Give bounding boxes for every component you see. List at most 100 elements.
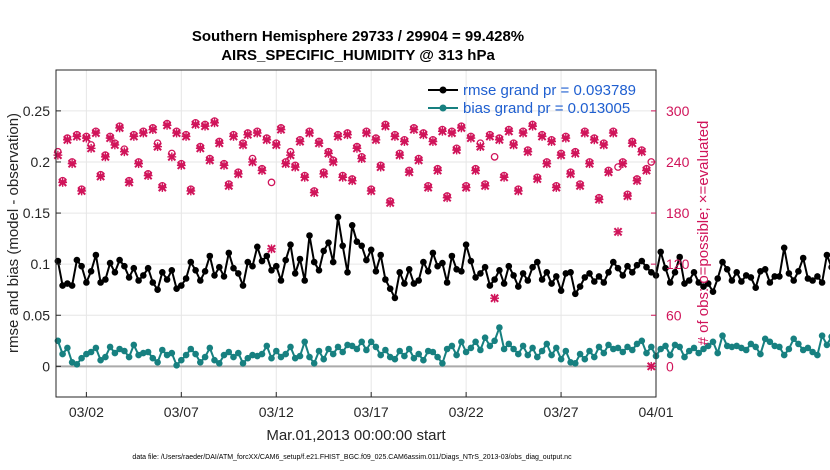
obs-evaluated-point bbox=[509, 140, 518, 150]
obs-evaluated-point bbox=[181, 132, 191, 141]
obs-evaluated-point bbox=[305, 128, 314, 138]
rmse-point bbox=[586, 270, 593, 277]
bias-point bbox=[301, 338, 309, 346]
bias-point bbox=[648, 343, 655, 351]
bias-point bbox=[263, 342, 271, 350]
rmse-point bbox=[206, 252, 214, 260]
obs-evaluated-point bbox=[162, 120, 172, 130]
rmse-point bbox=[320, 247, 328, 255]
bias-point bbox=[709, 338, 717, 346]
rmse-point bbox=[68, 282, 76, 289]
rmse-point bbox=[496, 267, 503, 274]
bias-point bbox=[111, 349, 119, 357]
rmse-point bbox=[344, 269, 351, 276]
bias-point bbox=[405, 345, 413, 353]
rmse-point bbox=[187, 258, 195, 266]
obs-evaluated-point bbox=[176, 160, 186, 170]
obs-evaluated-point bbox=[62, 135, 72, 145]
obs-evaluated-point bbox=[485, 132, 495, 141]
y2-tick-label-4: 240 bbox=[666, 154, 690, 170]
rmse-point bbox=[643, 263, 650, 271]
obs-evaluated-point bbox=[67, 159, 77, 169]
obs-evaluated-point bbox=[475, 142, 485, 152]
rmse-point bbox=[235, 270, 242, 277]
rmse-point bbox=[111, 269, 119, 276]
rmse-point bbox=[258, 257, 266, 265]
obs-evaluated-point bbox=[86, 143, 96, 153]
bias-point bbox=[225, 348, 233, 356]
obs-evaluated-point bbox=[53, 150, 63, 160]
rmse-point bbox=[182, 275, 190, 282]
bias-point bbox=[562, 347, 570, 355]
bias-point bbox=[534, 353, 541, 361]
rmse-point bbox=[367, 246, 375, 254]
obs-evaluated-point bbox=[385, 198, 395, 208]
bias-point bbox=[586, 347, 593, 355]
rmse-point bbox=[102, 276, 109, 283]
bias-point bbox=[491, 337, 498, 345]
rmse-point bbox=[277, 277, 285, 284]
bias-point bbox=[785, 345, 793, 353]
bias-point bbox=[325, 345, 332, 353]
obs-evaluated-point bbox=[143, 171, 153, 180]
bias-point bbox=[348, 342, 356, 350]
obs-evaluated-point bbox=[570, 149, 580, 158]
bias-point bbox=[73, 361, 81, 368]
obs-evaluated-point bbox=[134, 159, 143, 169]
bias-point bbox=[472, 338, 479, 346]
rmse-point bbox=[477, 270, 484, 277]
bias-point bbox=[505, 340, 513, 348]
bias-point bbox=[182, 351, 190, 359]
rmse-point bbox=[629, 269, 636, 276]
obs-evaluated-point bbox=[290, 162, 300, 172]
y-tick-label-4: 0.2 bbox=[31, 154, 51, 170]
obs-evaluated-point bbox=[195, 143, 205, 153]
obs-evaluated-point bbox=[618, 159, 628, 169]
bias-point bbox=[439, 360, 446, 367]
bias-point bbox=[790, 335, 797, 343]
rmse-point bbox=[671, 269, 679, 276]
rmse-point bbox=[462, 241, 470, 248]
bias-point bbox=[201, 353, 209, 361]
rmse-point bbox=[600, 279, 608, 286]
rmse-point bbox=[723, 266, 731, 273]
obs-evaluated-point bbox=[357, 154, 367, 163]
obs-possible-point bbox=[614, 163, 622, 171]
bias-point bbox=[595, 343, 603, 351]
obs-evaluated-point bbox=[556, 150, 566, 160]
bias-point bbox=[761, 335, 769, 343]
x-tick-label-2: 03/12 bbox=[259, 404, 294, 420]
bias-point bbox=[391, 355, 399, 363]
bias-point bbox=[372, 343, 380, 351]
rmse-point bbox=[339, 242, 347, 250]
bias-point bbox=[415, 350, 423, 358]
obs-evaluated-point bbox=[390, 132, 400, 141]
obs-evaluated-point bbox=[58, 178, 68, 187]
bias-point bbox=[382, 346, 389, 354]
obs-evaluated-point bbox=[632, 176, 642, 186]
obs-evaluated-point bbox=[72, 132, 82, 141]
rmse-point bbox=[610, 258, 617, 266]
rmse-point bbox=[733, 269, 740, 276]
bias-point bbox=[320, 355, 328, 363]
footnote: data file: /Users/raeder/DAI/ATM_forcXX/… bbox=[132, 454, 572, 461]
bias-point bbox=[401, 352, 408, 360]
bias-point bbox=[804, 344, 812, 352]
y-tick-label-0: 0 bbox=[42, 358, 50, 374]
bias-point bbox=[742, 346, 750, 354]
rmse-point bbox=[681, 280, 688, 287]
obs-evaluated-point bbox=[471, 166, 481, 175]
bias-point bbox=[78, 354, 85, 362]
rmse-point bbox=[310, 258, 318, 266]
rmse-point bbox=[78, 262, 85, 270]
bias-point bbox=[690, 344, 698, 352]
obs-evaluated-point bbox=[433, 166, 443, 175]
bias-point bbox=[629, 346, 636, 354]
bias-point bbox=[524, 351, 532, 359]
obs-evaluated-point bbox=[210, 118, 219, 128]
bias-point bbox=[486, 342, 494, 350]
obs-evaluated-point bbox=[494, 135, 504, 145]
rmse-point bbox=[624, 262, 631, 270]
rmse-point bbox=[121, 262, 128, 270]
legend-bias-marker bbox=[439, 104, 447, 112]
